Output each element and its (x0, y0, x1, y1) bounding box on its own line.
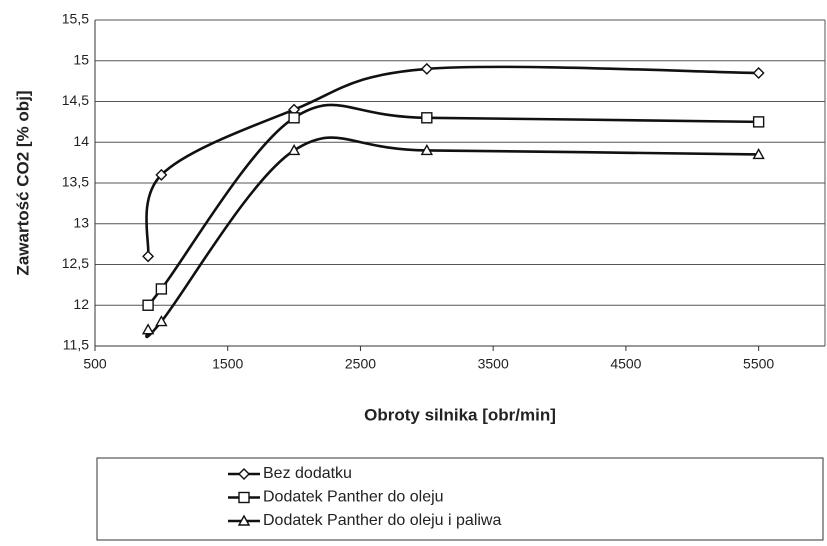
marker (752, 66, 765, 79)
legend-label: Bez dodatku (263, 465, 352, 482)
x-tick-label: 4500 (610, 356, 641, 372)
y-tick-label: 15,5 (62, 11, 89, 27)
series-line (145, 103, 759, 310)
marker (142, 250, 155, 263)
marker (288, 112, 300, 124)
y-tick-label: 14 (73, 133, 89, 149)
legend-label: Dodatek Panther do oleju (263, 489, 444, 506)
x-tick-label: 500 (83, 356, 107, 372)
series-line (145, 136, 759, 339)
marker (141, 323, 155, 335)
series-line (145, 65, 759, 257)
legend-marker (238, 491, 250, 504)
y-tick-label: 13 (73, 214, 89, 230)
y-axis-label: Zawartość CO2 [% obj] (13, 90, 32, 275)
legend-marker (238, 468, 250, 480)
y-tick-label: 15 (73, 51, 89, 67)
x-tick-label: 2500 (345, 356, 376, 372)
marker (142, 299, 154, 311)
marker (155, 168, 168, 181)
x-tick-label: 3500 (478, 356, 509, 372)
legend-box (96, 457, 824, 541)
marker (155, 315, 168, 327)
marker (287, 143, 301, 156)
marker (420, 143, 434, 156)
x-tick-label: 5500 (743, 356, 774, 372)
marker (420, 62, 433, 75)
legend-marker (237, 514, 251, 526)
x-tick-label: 1500 (212, 356, 243, 372)
x-axis-label: Obroty silnika [obr/min] (364, 405, 556, 424)
marker (421, 112, 433, 124)
y-tick-label: 12,5 (62, 255, 89, 271)
marker (752, 116, 765, 128)
y-tick-label: 11,5 (63, 337, 89, 353)
y-tick-label: 13,5 (62, 174, 89, 190)
marker (155, 283, 168, 295)
legend-label: Dodatek Panther do oleju i paliwa (263, 512, 501, 529)
marker (752, 148, 765, 160)
y-tick-label: 12 (73, 296, 89, 312)
y-tick-label: 14,5 (62, 92, 89, 108)
